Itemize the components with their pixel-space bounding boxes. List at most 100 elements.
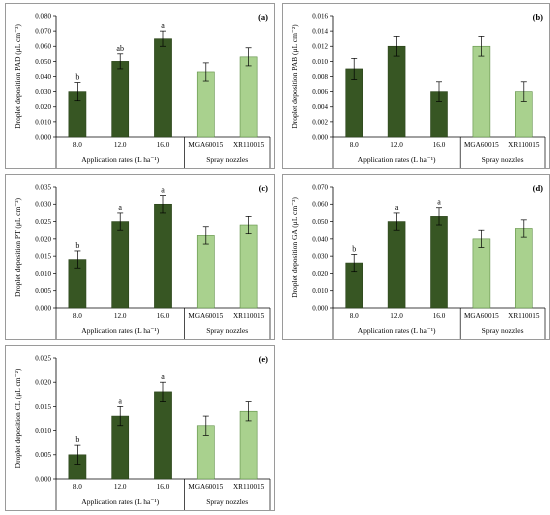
x-tick-label: MGA60015 xyxy=(464,141,499,149)
y-tick-label: 0.000 xyxy=(312,133,328,141)
y-axis-title: Droplet deposition GA (μL cm⁻²) xyxy=(290,197,299,298)
y-tick-label: 0.040 xyxy=(312,235,328,243)
significance-letter: a xyxy=(395,203,399,212)
y-tick-label: 0.005 xyxy=(35,451,51,459)
bar xyxy=(154,391,172,480)
x-tick-label: 8.0 xyxy=(73,141,82,149)
y-tick-label: 0.014 xyxy=(312,28,328,36)
bar xyxy=(430,216,448,309)
x-tick-label: 8.0 xyxy=(350,141,359,149)
y-axis-title: Droplet deposition PAD (μL cm⁻²) xyxy=(13,24,22,129)
chart-panel-c: 0.000 0.005 0.010 0.015 0.020 0.025 0.030 0.035… xyxy=(5,174,275,340)
bar xyxy=(239,410,258,480)
panel-label: (b) xyxy=(533,12,544,22)
chart-svg: 0.000 0.002 0.004 0.006 0.008 0.010 0.012 0.014… xyxy=(290,12,546,168)
x-tick-label: 16.0 xyxy=(433,141,446,149)
bar xyxy=(387,45,406,138)
x-tick-label: 12.0 xyxy=(390,141,403,149)
y-axis-title: Droplet deposition CL (μL cm⁻²) xyxy=(13,368,22,468)
y-tick-label: 0.004 xyxy=(312,103,328,111)
y-tick-label: 0.008 xyxy=(312,73,328,81)
y-tick-label: 0.025 xyxy=(35,354,51,362)
x-tick-label: MGA60015 xyxy=(464,312,499,320)
x-tick-label: MGA60015 xyxy=(188,141,223,149)
bar xyxy=(154,38,172,138)
y-tick-label: 0.016 xyxy=(312,12,328,20)
group-label-application: Application rates (L ha⁻¹) xyxy=(358,326,436,335)
panel-label: (a) xyxy=(258,12,268,22)
y-tick-label: 0.010 xyxy=(312,58,328,66)
bar xyxy=(154,203,172,309)
chart-panel-b: 0.000 0.002 0.004 0.006 0.008 0.010 0.012 0.014… xyxy=(282,3,550,169)
y-tick-label: 0.070 xyxy=(35,28,51,36)
y-tick-label: 0.020 xyxy=(35,103,51,111)
group-label-application: Application rates (L ha⁻¹) xyxy=(81,497,159,506)
panel-label: (c) xyxy=(259,183,269,193)
chart-panel-d: 0.000 0.010 0.020 0.030 0.040 0.050 0.060 0.070… xyxy=(282,174,550,340)
x-tick-label: 8.0 xyxy=(73,483,82,491)
y-tick-label: 0.020 xyxy=(35,235,51,243)
y-tick-label: 0.000 xyxy=(35,475,51,483)
chart-svg: 0.000 0.005 0.010 0.015 0.020 0.025 0.030 0.035… xyxy=(13,183,271,339)
significance-letter: a xyxy=(118,203,122,212)
group-label-nozzles: Spray nozzles xyxy=(206,326,248,335)
group-label-nozzles: Spray nozzles xyxy=(482,326,524,335)
y-tick-label: 0.060 xyxy=(312,201,328,209)
chart-panel-e: 0.000 0.005 0.010 0.015 0.020 0.025 Droplet de… xyxy=(5,345,275,511)
y-axis-title: Droplet deposition PAB (μL cm⁻²) xyxy=(290,24,299,129)
chart-panel-a: 0.000 0.010 0.020 0.030 0.040 0.050 0.060 0.070… xyxy=(5,3,275,169)
y-tick-label: 0.012 xyxy=(312,43,328,51)
y-tick-label: 0.035 xyxy=(35,183,51,191)
y-tick-label: 0.020 xyxy=(312,270,328,278)
y-tick-label: 0.010 xyxy=(312,287,328,295)
y-tick-label: 0.050 xyxy=(312,218,328,226)
bar xyxy=(239,224,258,309)
x-tick-label: MGA60015 xyxy=(188,312,223,320)
significance-letter: a xyxy=(118,396,122,405)
y-tick-label: 0.000 xyxy=(35,133,51,141)
group-label-application: Application rates (L ha⁻¹) xyxy=(358,155,436,164)
y-tick-label: 0.080 xyxy=(35,12,51,20)
y-tick-label: 0.006 xyxy=(312,88,328,96)
bar xyxy=(472,238,491,309)
x-tick-label: XR110015 xyxy=(508,141,540,149)
x-tick-label: XR110015 xyxy=(233,483,265,491)
bar xyxy=(387,221,406,309)
x-tick-label: 16.0 xyxy=(157,312,170,320)
significance-letter: a xyxy=(161,372,165,381)
group-label-nozzles: Spray nozzles xyxy=(206,497,248,506)
x-tick-label: 12.0 xyxy=(114,483,127,491)
y-tick-label: 0.060 xyxy=(35,43,51,51)
x-tick-label: 8.0 xyxy=(350,312,359,320)
x-tick-label: 12.0 xyxy=(114,312,127,320)
y-tick-label: 0.000 xyxy=(35,304,51,312)
significance-letter: b xyxy=(75,73,79,82)
bar xyxy=(472,45,491,138)
chart-svg: 0.000 0.010 0.020 0.030 0.040 0.050 0.060 0.070… xyxy=(13,12,271,168)
chart-svg: 0.000 0.005 0.010 0.015 0.020 0.025 Droplet de… xyxy=(13,354,271,510)
bar xyxy=(239,56,258,138)
group-label-application: Application rates (L ha⁻¹) xyxy=(81,155,159,164)
y-tick-label: 0.010 xyxy=(35,118,51,126)
group-label-application: Application rates (L ha⁻¹) xyxy=(81,326,159,335)
bar xyxy=(196,71,215,138)
x-tick-label: XR110015 xyxy=(233,141,265,149)
bar xyxy=(111,221,130,309)
y-tick-label: 0.030 xyxy=(35,201,51,209)
y-axis-title: Droplet deposition PT (μL cm⁻²) xyxy=(13,198,22,297)
group-label-nozzles: Spray nozzles xyxy=(482,155,524,164)
significance-letter: a xyxy=(437,198,441,207)
significance-letter: a xyxy=(161,186,165,195)
significance-letter: a xyxy=(161,21,165,30)
y-tick-label: 0.000 xyxy=(312,304,328,312)
bar xyxy=(111,61,130,138)
x-tick-label: XR110015 xyxy=(508,312,540,320)
significance-letter: b xyxy=(75,435,79,444)
significance-letter: b xyxy=(75,241,79,250)
chart-svg: 0.000 0.010 0.020 0.030 0.040 0.050 0.060 0.070… xyxy=(290,183,546,339)
bar xyxy=(196,235,215,309)
y-tick-label: 0.025 xyxy=(35,218,51,226)
y-tick-label: 0.010 xyxy=(35,427,51,435)
x-tick-label: 16.0 xyxy=(157,141,170,149)
y-tick-label: 0.015 xyxy=(35,403,51,411)
